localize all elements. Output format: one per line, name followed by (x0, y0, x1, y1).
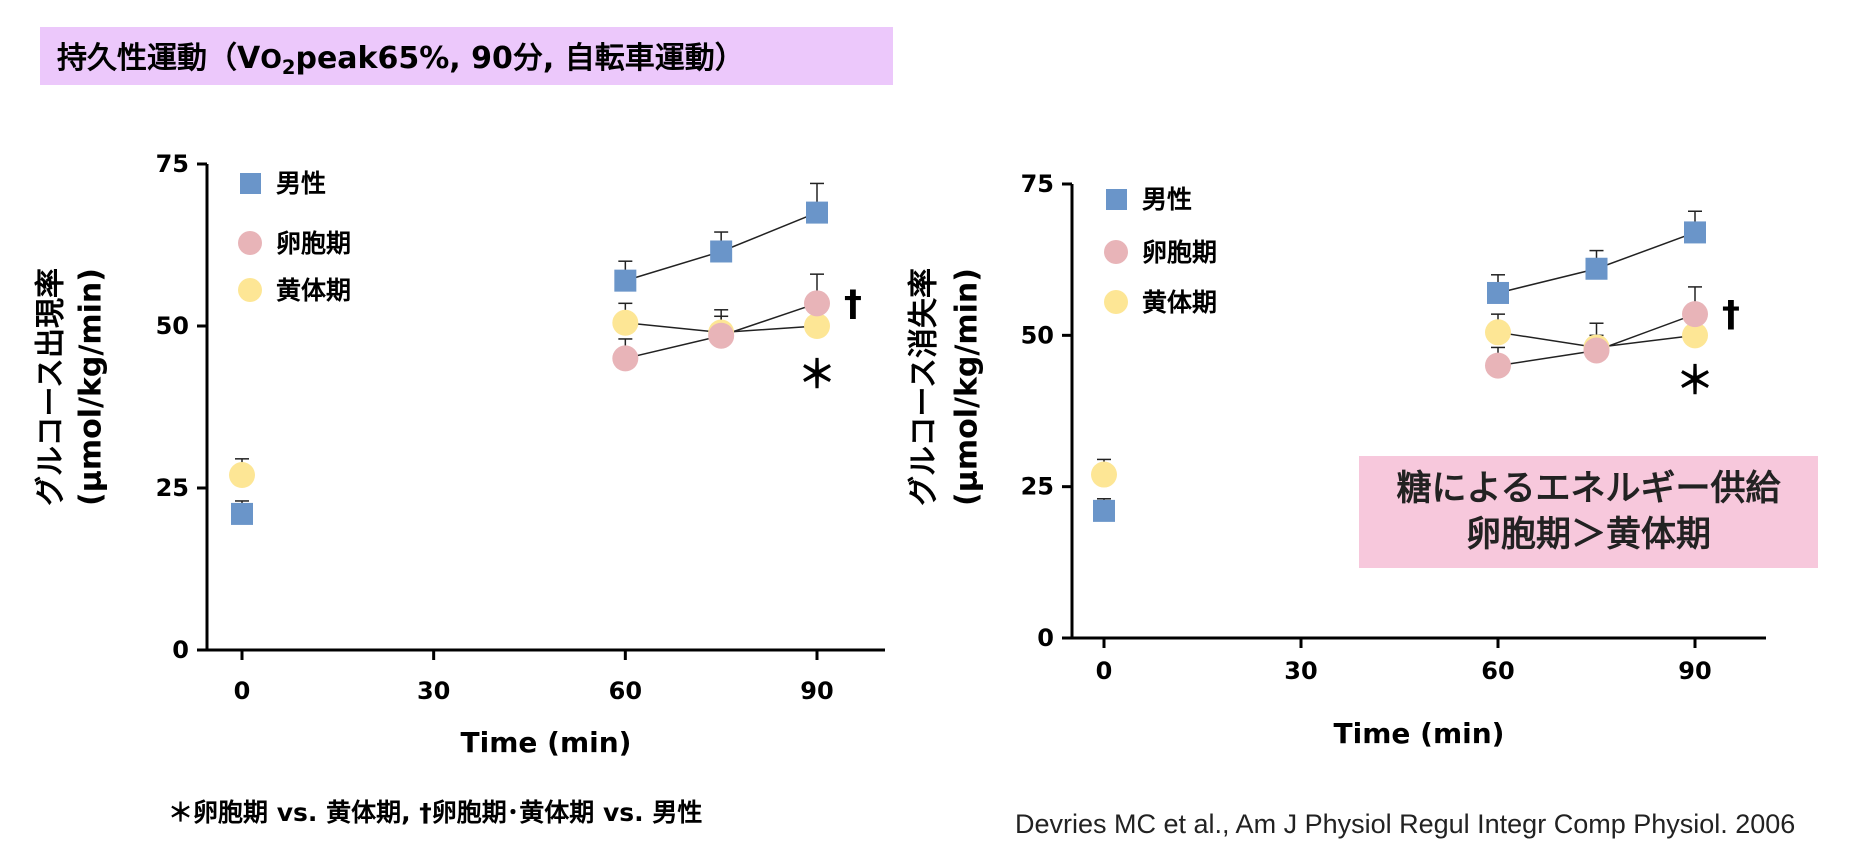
male-point (231, 502, 253, 525)
follicular-point (612, 345, 639, 372)
legend-label: 卵胞期 (276, 229, 351, 258)
x-axis-label: Time (min) (461, 726, 632, 759)
title-suffix: peak65%, 90分, 自転車運動） (295, 41, 745, 77)
legend-circle-marker (238, 231, 262, 255)
male-point (806, 201, 828, 224)
y-tick-label: 50 (1021, 321, 1054, 349)
follicular-point (1485, 352, 1511, 379)
male-point (1487, 281, 1509, 304)
y-axis-label-line1: グルコース出現率 (34, 268, 69, 506)
legend-label: 黄体期 (1142, 288, 1217, 317)
y-axis-label-line2: (µmol/kg/min) (74, 268, 109, 506)
x-tick-label: 90 (1678, 657, 1711, 685)
asterisk-annotation: ＊ (1676, 359, 1714, 403)
legend-label: 男性 (1142, 185, 1192, 214)
male-point (1093, 499, 1115, 522)
luteal-point (1485, 319, 1511, 346)
legend-square-marker (1106, 189, 1127, 210)
luteal-point (1091, 461, 1117, 488)
x-tick-label: 30 (1284, 657, 1317, 685)
x-tick-label: 90 (800, 677, 833, 705)
male-point (710, 240, 733, 263)
legend-label: 卵胞期 (1142, 238, 1217, 267)
title-prefix: 持久性運動（V (57, 41, 261, 77)
x-tick-label: 30 (417, 677, 450, 705)
footnote: ＊卵胞期 vs. 黄体期, †卵胞期･黄体期 vs. 男性 (168, 798, 703, 827)
callout-line2: 卵胞期＞黄体期 (1465, 515, 1711, 555)
x-tick-label: 60 (609, 677, 642, 705)
male-point (614, 269, 637, 292)
y-axis-label-line2: (µmol/kg/min) (950, 268, 985, 506)
legend-square-marker (240, 173, 261, 194)
title-subscript: 2 (281, 55, 296, 79)
luteal-point (612, 309, 639, 336)
luteal-point (804, 313, 830, 339)
follicular-point (804, 290, 830, 317)
luteal-point (1682, 322, 1708, 349)
y-tick-label: 75 (156, 150, 189, 178)
male-point (1684, 221, 1706, 244)
slide-title: 持久性運動（VO2peak65%, 90分, 自転車運動） (57, 33, 745, 79)
legend-circle-marker (1104, 290, 1128, 314)
legend-label: 黄体期 (276, 276, 351, 305)
legend-label: 男性 (276, 169, 326, 198)
title-banner: 持久性運動（VO2peak65%, 90分, 自転車運動） (40, 27, 893, 85)
x-tick-label: 60 (1481, 657, 1514, 685)
callout-line1: 糖によるエネルギー供給 (1396, 469, 1781, 509)
title-o: O (260, 45, 282, 76)
asterisk-annotation: ＊ (798, 352, 836, 396)
y-tick-label: 25 (1021, 473, 1054, 501)
citation: Devries MC et al., Am J Physiol Regul In… (1015, 809, 1796, 839)
legend-circle-marker (1104, 240, 1128, 264)
male-point (1585, 257, 1608, 280)
follicular-point (1583, 337, 1610, 364)
callout-box: 糖によるエネルギー供給 卵胞期＞黄体期 (1359, 456, 1818, 568)
y-tick-label: 50 (156, 312, 189, 340)
y-tick-label: 0 (172, 636, 189, 664)
follicular-point (1682, 301, 1708, 328)
legend-circle-marker (238, 278, 262, 302)
x-tick-label: 0 (234, 677, 251, 705)
dagger-annotation: † (844, 283, 862, 324)
luteal-point (229, 462, 255, 489)
y-tick-label: 0 (1037, 624, 1054, 652)
x-tick-label: 0 (1096, 657, 1113, 685)
follicular-point (708, 322, 735, 349)
y-axis-label-line1: グルコース消失率 (907, 268, 942, 506)
dagger-annotation: † (1722, 294, 1740, 335)
y-tick-label: 25 (156, 474, 189, 502)
x-axis-label: Time (min) (1334, 717, 1505, 750)
y-tick-label: 75 (1021, 170, 1054, 198)
